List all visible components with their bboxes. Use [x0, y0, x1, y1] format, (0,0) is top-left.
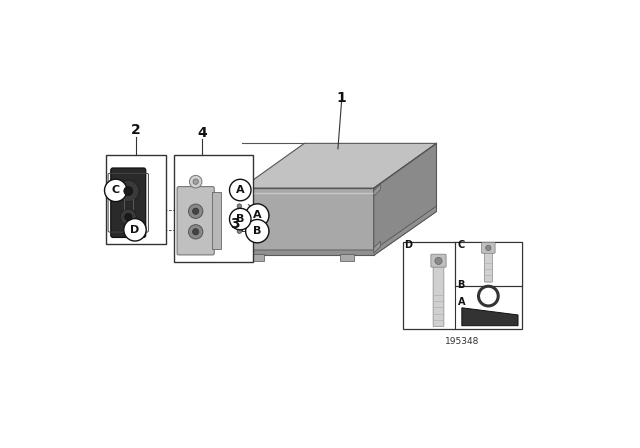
Bar	[212, 192, 221, 249]
Polygon shape	[374, 184, 380, 196]
Circle shape	[234, 200, 245, 212]
Text: D: D	[404, 240, 412, 250]
FancyBboxPatch shape	[484, 251, 492, 282]
Text: B: B	[253, 226, 262, 236]
Circle shape	[118, 180, 139, 202]
FancyBboxPatch shape	[431, 254, 446, 267]
FancyBboxPatch shape	[482, 242, 495, 253]
Circle shape	[246, 204, 269, 227]
Text: C: C	[458, 240, 465, 250]
Polygon shape	[462, 308, 518, 326]
Circle shape	[193, 228, 199, 235]
FancyBboxPatch shape	[228, 191, 250, 246]
Polygon shape	[251, 254, 264, 261]
Text: A: A	[458, 297, 465, 307]
Circle shape	[230, 208, 251, 230]
Bar	[106, 155, 166, 244]
Polygon shape	[374, 241, 380, 253]
Text: B: B	[236, 214, 244, 224]
Text: A: A	[253, 211, 262, 220]
Circle shape	[230, 179, 251, 201]
FancyBboxPatch shape	[433, 265, 444, 327]
Circle shape	[234, 225, 245, 237]
FancyBboxPatch shape	[111, 168, 146, 237]
Circle shape	[120, 209, 136, 225]
Text: B: B	[458, 280, 465, 290]
Circle shape	[193, 208, 199, 215]
Circle shape	[189, 204, 203, 219]
Circle shape	[486, 245, 491, 250]
Circle shape	[125, 213, 132, 220]
Text: 3: 3	[230, 216, 240, 231]
Polygon shape	[374, 143, 436, 255]
Circle shape	[104, 179, 127, 202]
Circle shape	[237, 229, 242, 233]
Text: 2: 2	[131, 123, 141, 137]
Circle shape	[189, 224, 203, 239]
FancyBboxPatch shape	[177, 186, 214, 255]
Polygon shape	[242, 206, 436, 255]
Circle shape	[237, 204, 242, 208]
Bar	[174, 155, 253, 262]
Circle shape	[193, 179, 198, 185]
Bar	[455, 242, 522, 286]
Bar	[403, 242, 522, 329]
Circle shape	[189, 176, 202, 188]
Polygon shape	[242, 143, 436, 188]
Circle shape	[246, 220, 269, 243]
Text: D: D	[131, 225, 140, 235]
Text: 4: 4	[197, 126, 207, 140]
Text: 1: 1	[337, 90, 346, 105]
Circle shape	[435, 257, 442, 264]
Polygon shape	[340, 254, 354, 261]
Text: C: C	[111, 185, 120, 195]
Circle shape	[479, 286, 498, 306]
Text: A: A	[236, 185, 244, 195]
Text: 195348: 195348	[445, 337, 479, 346]
Circle shape	[124, 186, 132, 195]
Circle shape	[124, 219, 146, 241]
Polygon shape	[242, 188, 374, 255]
